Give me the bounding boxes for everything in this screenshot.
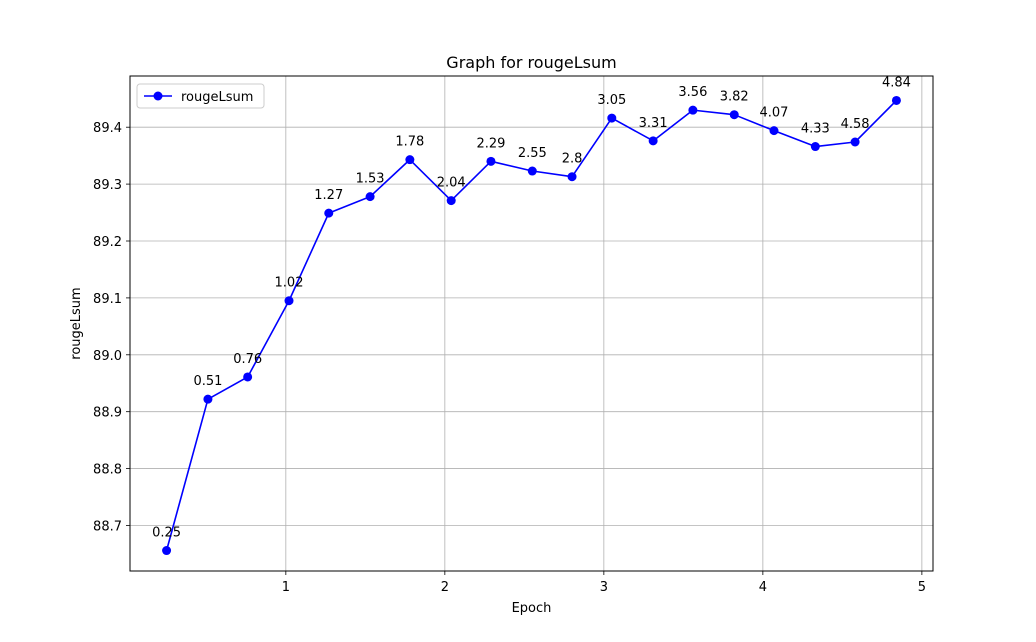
data-point (850, 137, 860, 147)
data-point (486, 156, 496, 166)
data-point (810, 142, 820, 152)
point-label: 2.55 (518, 146, 547, 161)
y-tick-label: 89.1 (93, 292, 122, 307)
point-label: 3.31 (639, 116, 668, 131)
point-label: 2.29 (476, 136, 505, 151)
data-point (607, 113, 617, 123)
data-point (284, 296, 294, 306)
x-axis-label: Epoch (512, 601, 552, 616)
x-tick-label: 5 (918, 580, 926, 595)
point-label: 4.07 (760, 106, 789, 121)
point-label: 0.25 (152, 526, 181, 541)
y-tick-label: 89.0 (93, 349, 122, 364)
data-point (446, 196, 456, 206)
data-point (891, 95, 901, 105)
point-labels: 0.25 0.51 0.76 1.02 1.27 1.53 1.78 2.04 2.29 2.55… (152, 75, 911, 540)
y-tick-label: 88.9 (93, 406, 122, 421)
grid (130, 76, 933, 571)
data-point (729, 110, 739, 120)
data-point (648, 136, 658, 146)
y-tick-label: 89.2 (93, 235, 122, 250)
axis-ticks: 1 2 3 4 5 88.7 88.8 88.9 89.0 89.1 89.2 89.3 89.4 (93, 121, 926, 595)
data-point (203, 394, 213, 404)
data-point (567, 172, 577, 182)
point-label: 3.05 (597, 93, 626, 108)
point-label: 1.02 (275, 276, 304, 291)
point-label: 2.04 (437, 176, 466, 191)
x-tick-label: 2 (441, 580, 449, 595)
plot-area (129, 75, 934, 572)
legend-marker-icon (153, 91, 163, 101)
data-point (324, 208, 334, 218)
data-point (769, 126, 779, 136)
legend-box (136, 83, 265, 109)
y-axis-label: rougeLsum (69, 287, 84, 359)
data-series (162, 95, 901, 556)
legend-label: rougeLsum (181, 90, 253, 105)
y-tick-label: 88.8 (93, 463, 122, 478)
y-tick-label: 89.4 (93, 121, 122, 136)
point-label: 4.58 (841, 117, 870, 132)
data-point (243, 372, 253, 382)
point-label: 1.78 (395, 135, 424, 150)
data-point (162, 546, 172, 556)
data-point (688, 105, 698, 115)
point-label: 0.51 (193, 374, 222, 389)
point-label: 1.27 (314, 188, 343, 203)
point-label: 4.84 (882, 75, 911, 90)
point-label: 3.56 (678, 85, 707, 100)
legend: rougeLsum (136, 83, 265, 109)
y-tick-label: 88.7 (93, 519, 122, 534)
y-tick-label: 89.3 (93, 178, 122, 193)
point-label: 2.8 (562, 152, 583, 167)
data-point (527, 166, 537, 176)
data-point (365, 192, 375, 202)
point-label: 4.33 (801, 122, 830, 137)
point-label: 1.53 (356, 172, 385, 187)
point-label: 0.76 (233, 352, 262, 367)
point-label: 3.82 (720, 90, 749, 105)
x-tick-label: 4 (759, 580, 767, 595)
chart-title: Graph for rougeLsum (446, 53, 616, 72)
data-point (405, 155, 415, 165)
x-tick-label: 1 (282, 580, 290, 595)
x-tick-label: 3 (600, 580, 608, 595)
